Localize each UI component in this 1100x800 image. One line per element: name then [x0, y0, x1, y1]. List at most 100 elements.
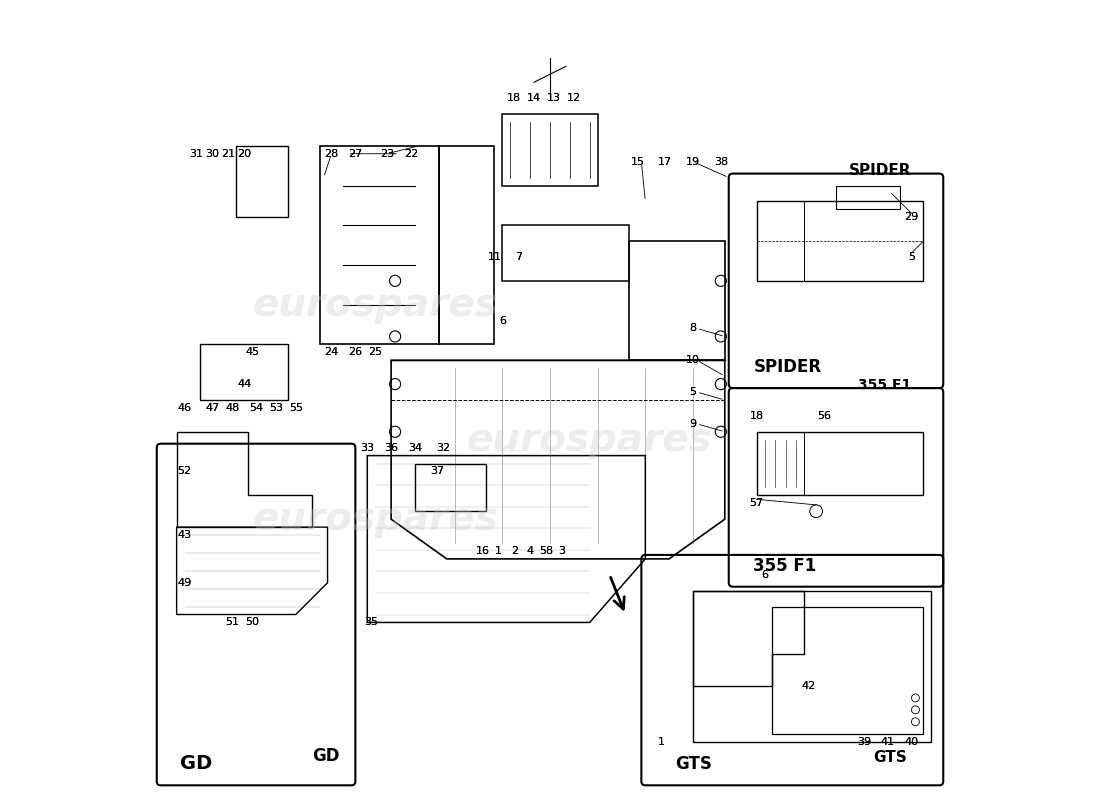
Text: 56: 56	[817, 411, 832, 421]
Text: 21: 21	[221, 149, 235, 158]
Text: 4: 4	[527, 546, 534, 556]
Text: 5: 5	[690, 387, 696, 397]
Text: 3: 3	[559, 546, 565, 556]
Text: 33: 33	[361, 442, 374, 453]
FancyArrowPatch shape	[610, 578, 625, 609]
Text: 57: 57	[749, 498, 763, 508]
Text: 50: 50	[245, 618, 260, 627]
Text: 32: 32	[436, 442, 450, 453]
Text: 355 F1: 355 F1	[754, 557, 816, 574]
Text: 27: 27	[349, 149, 363, 158]
Text: 23: 23	[381, 149, 394, 158]
Text: eurospares: eurospares	[252, 286, 498, 324]
Text: 52: 52	[177, 466, 191, 477]
Text: 22: 22	[404, 149, 418, 158]
Text: 53: 53	[268, 403, 283, 413]
Text: 15: 15	[630, 157, 645, 166]
Text: 33: 33	[361, 442, 374, 453]
Text: 6: 6	[498, 315, 506, 326]
Text: 13: 13	[547, 93, 561, 103]
Text: 29: 29	[904, 212, 918, 222]
Text: 39: 39	[857, 737, 871, 746]
Text: 30: 30	[206, 149, 219, 158]
Text: 9: 9	[690, 419, 696, 429]
Text: 45: 45	[245, 347, 260, 358]
Text: 18: 18	[749, 411, 763, 421]
Text: 4: 4	[527, 546, 534, 556]
Text: 8: 8	[690, 323, 696, 334]
Text: 7: 7	[515, 252, 521, 262]
Text: 56: 56	[817, 411, 832, 421]
Text: 22: 22	[404, 149, 418, 158]
Text: 41: 41	[881, 737, 894, 746]
Text: eurospares: eurospares	[252, 500, 498, 538]
Text: 47: 47	[206, 403, 220, 413]
Text: 52: 52	[177, 466, 191, 477]
Text: 16: 16	[475, 546, 490, 556]
Text: 10: 10	[686, 355, 700, 366]
Text: 54: 54	[249, 403, 263, 413]
Text: eurospares: eurospares	[466, 421, 713, 458]
Text: 17: 17	[658, 157, 672, 166]
Text: 36: 36	[384, 442, 398, 453]
Text: 51: 51	[226, 618, 239, 627]
Text: 14: 14	[527, 93, 541, 103]
Text: 11: 11	[487, 252, 502, 262]
Text: 9: 9	[690, 419, 696, 429]
Text: SPIDER: SPIDER	[754, 358, 822, 376]
Text: 1: 1	[495, 546, 502, 556]
Text: 46: 46	[177, 403, 191, 413]
Text: GTS: GTS	[674, 755, 712, 774]
Text: 39: 39	[857, 737, 871, 746]
Text: 28: 28	[324, 149, 339, 158]
Text: 12: 12	[566, 93, 581, 103]
Text: 24: 24	[324, 347, 339, 358]
Text: 30: 30	[206, 149, 219, 158]
Text: 55: 55	[289, 403, 302, 413]
Text: 15: 15	[630, 157, 645, 166]
Text: 20: 20	[238, 149, 251, 158]
Text: SPIDER: SPIDER	[849, 162, 912, 178]
Text: 25: 25	[368, 347, 383, 358]
Text: 1: 1	[658, 737, 664, 746]
Text: 5: 5	[908, 252, 915, 262]
Text: 44: 44	[236, 379, 251, 389]
Text: 38: 38	[714, 157, 728, 166]
Text: 1: 1	[658, 737, 664, 746]
Text: 34: 34	[408, 442, 422, 453]
Text: 6: 6	[761, 570, 768, 580]
Text: 16: 16	[475, 546, 490, 556]
Text: GTS: GTS	[873, 750, 908, 766]
Text: 6: 6	[498, 315, 506, 326]
Text: 37: 37	[430, 466, 444, 477]
Text: 18: 18	[507, 93, 521, 103]
Text: 50: 50	[245, 618, 260, 627]
Text: 40: 40	[904, 737, 918, 746]
Text: 31: 31	[189, 149, 204, 158]
Text: 3: 3	[559, 546, 565, 556]
Text: 20: 20	[238, 149, 251, 158]
Text: 26: 26	[349, 347, 362, 358]
Text: 51: 51	[226, 618, 239, 627]
Text: 53: 53	[268, 403, 283, 413]
Text: 42: 42	[801, 681, 815, 691]
Text: 26: 26	[349, 347, 362, 358]
Text: 18: 18	[749, 411, 763, 421]
Text: 17: 17	[658, 157, 672, 166]
Text: 6: 6	[761, 570, 768, 580]
Text: 47: 47	[206, 403, 220, 413]
Text: GD: GD	[179, 754, 212, 774]
Text: 48: 48	[226, 403, 240, 413]
Text: 7: 7	[515, 252, 521, 262]
Text: 23: 23	[381, 149, 394, 158]
Text: 58: 58	[539, 546, 553, 556]
Text: 40: 40	[904, 737, 918, 746]
Text: 46: 46	[177, 403, 191, 413]
Text: 28: 28	[324, 149, 339, 158]
Text: 12: 12	[566, 93, 581, 103]
Text: 13: 13	[547, 93, 561, 103]
Text: 55: 55	[289, 403, 302, 413]
Text: 38: 38	[714, 157, 728, 166]
Text: GD: GD	[312, 747, 340, 766]
Text: 355 F1: 355 F1	[858, 378, 912, 392]
